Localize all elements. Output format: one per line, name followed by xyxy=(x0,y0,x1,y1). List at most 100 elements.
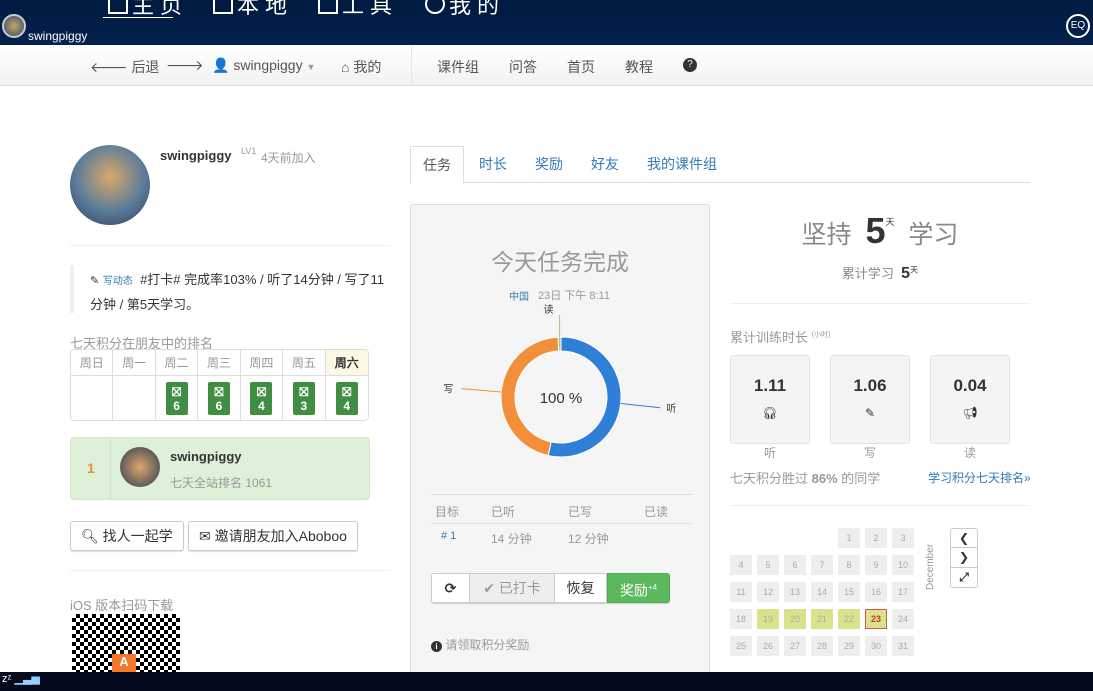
checked-in-button[interactable]: ✔ 已打卡 xyxy=(470,573,555,603)
task-button-group: ⟳ ✔ 已打卡 恢复 奖励+4 xyxy=(431,573,670,603)
top-nav-mine[interactable]: 我的 xyxy=(425,0,505,20)
write-post-link[interactable]: 写动态 xyxy=(102,276,133,287)
region: 中国 xyxy=(509,292,529,303)
weekly-rank-link[interactable]: 学习积分七天排名» xyxy=(928,471,1031,485)
completion-donut-chart: 听 写 读 100 % xyxy=(443,303,676,458)
joined-text: 4天前加入 xyxy=(261,151,316,165)
gift-badge[interactable]: ⛝ 6 xyxy=(165,382,188,415)
calendar-day[interactable]: 8 xyxy=(838,555,860,575)
calendar-day[interactable]: 26 xyxy=(757,636,779,656)
calendar-day[interactable]: 3 xyxy=(892,528,914,548)
calendar-day[interactable]: 17 xyxy=(892,582,914,602)
calendar-day[interactable]: 11 xyxy=(730,582,752,602)
gift-badge[interactable]: ⛝ 3 xyxy=(292,382,315,415)
calendar-day[interactable]: 15 xyxy=(838,582,860,602)
calendar-day[interactable]: 2 xyxy=(865,528,887,548)
sleep-icon: zᶻ xyxy=(2,673,12,685)
rank-name[interactable]: swingpiggy xyxy=(170,449,242,464)
tab-task[interactable]: 任务 xyxy=(410,146,464,184)
expand-icon: ⤢ xyxy=(959,570,969,584)
calendar-day[interactable]: 6 xyxy=(784,555,806,575)
calendar-day[interactable]: 22 xyxy=(838,609,860,629)
calendar-day[interactable]: 25 xyxy=(730,636,752,656)
expand-button[interactable]: ⤢ xyxy=(950,568,978,588)
top-nav-home[interactable]: 主页 xyxy=(108,0,188,20)
calendar-day[interactable]: 7 xyxy=(811,555,833,575)
write-stat: 1.06 ✎ 写 xyxy=(830,355,910,460)
ios-download-label: iOS 版本扫码下载 xyxy=(70,598,174,613)
calendar-day[interactable]: 14 xyxy=(811,582,833,602)
tab-friends[interactable]: 好友 xyxy=(591,156,619,172)
gift-badge[interactable]: ⛝ 4 xyxy=(335,382,358,415)
donut-center-label: 100 % xyxy=(540,390,583,407)
nav-qa[interactable]: 问答 xyxy=(509,59,537,75)
total-days: 累计学习 5天 xyxy=(841,265,919,282)
calendar-day[interactable]: 23 xyxy=(865,609,887,629)
weekday-cell: ⛝ 4 xyxy=(326,376,368,420)
profile-name[interactable]: swingpiggy xyxy=(160,148,232,163)
status-post: ✎ 写动态 #打卡# 完成率103% / 听了14分钟 / 写了11分钟 / 第… xyxy=(90,272,385,312)
user-icon: 👤 xyxy=(212,57,230,73)
calendar-day[interactable]: 5 xyxy=(757,555,779,575)
calendar-day[interactable]: 4 xyxy=(730,555,752,575)
refresh-button[interactable]: ⟳ xyxy=(431,573,470,603)
weekday-header: 周日 xyxy=(71,350,114,376)
top-nav-local[interactable]: 本地 xyxy=(213,0,293,20)
mine-link[interactable]: ⌂ 我的 xyxy=(341,59,382,75)
gift-badge[interactable]: ⛝ 6 xyxy=(207,382,230,415)
arrow-right-icon: 🡒 xyxy=(166,57,204,73)
tab-duration[interactable]: 时长 xyxy=(479,156,507,172)
prev-month-button[interactable]: ❮ xyxy=(950,528,978,548)
calendar-day[interactable]: 28 xyxy=(811,636,833,656)
weekday-cell: ⛝ 4 xyxy=(241,376,284,420)
arrow-left-icon: 🡐 xyxy=(90,59,128,75)
streak-heading: 坚持 5天 学习 xyxy=(801,210,959,251)
calendar-day[interactable]: 29 xyxy=(838,636,860,656)
calendar-day[interactable]: 27 xyxy=(784,636,806,656)
rank-card[interactable]: 1 swingpiggy 七天全站排名 1061 xyxy=(70,437,370,500)
avatar[interactable] xyxy=(2,14,26,38)
status-bar: zᶻ ▁▃▅ xyxy=(0,672,1093,691)
divider xyxy=(730,505,1030,506)
forward-button[interactable]: 🡒 xyxy=(166,57,204,74)
calendar-day[interactable]: 12 xyxy=(757,582,779,602)
nav-home[interactable]: 首页 xyxy=(567,59,595,75)
back-button[interactable]: 🡐 后退 xyxy=(90,59,160,75)
calendar-day[interactable]: 9 xyxy=(865,555,887,575)
nav-courseware-groups[interactable]: 课件组 xyxy=(437,59,479,75)
pencil-icon: ✎ xyxy=(864,406,876,420)
chevron-left-icon: ❮ xyxy=(958,531,970,545)
user-menu[interactable]: 👤 swingpiggy ▼ xyxy=(212,57,316,73)
reward-button[interactable]: 奖励+4 xyxy=(607,573,670,603)
tab-my-courseware[interactable]: 我的课件组 xyxy=(647,156,717,172)
calendar-day[interactable]: 13 xyxy=(784,582,806,602)
invite-button[interactable]: ✉ 邀请朋友加入Aboboo xyxy=(188,521,358,551)
find-partner-button[interactable]: 🔍︎ 找人一起学 xyxy=(70,521,184,551)
calendar-day[interactable]: 1 xyxy=(838,528,860,548)
next-month-button[interactable]: ❯ xyxy=(950,548,978,568)
weekday-header: 周一 xyxy=(113,350,156,376)
gift-badge[interactable]: ⛝ 4 xyxy=(250,382,273,415)
calendar-day[interactable]: 30 xyxy=(865,636,887,656)
week-table: 周日 周一 周二 周三 周四 周五 周六 ⛝ 6 ⛝ 6 ⛝ 4 ⛝ 3 ⛝ 4 xyxy=(70,349,369,421)
calendar-day[interactable]: 18 xyxy=(730,609,752,629)
question-circle-icon[interactable]: ? xyxy=(683,58,697,72)
calendar-day[interactable]: 31 xyxy=(892,636,914,656)
header-goal: 目标 xyxy=(435,505,460,519)
calendar-day[interactable]: 20 xyxy=(784,609,806,629)
dictionary-icon[interactable]: EQ xyxy=(1066,14,1090,38)
calendar-day[interactable]: 16 xyxy=(865,582,887,602)
restore-button[interactable]: 恢复 xyxy=(555,573,607,603)
nav-tutorial[interactable]: 教程 xyxy=(625,59,653,75)
calendar-day[interactable]: 24 xyxy=(892,609,914,629)
profile-avatar[interactable] xyxy=(70,145,150,225)
calendar-day[interactable]: 10 xyxy=(892,555,914,575)
bullhorn-icon: 📢︎ xyxy=(962,406,978,420)
donut-label-write: 写 xyxy=(443,384,453,396)
calendar-day[interactable]: 21 xyxy=(811,609,833,629)
task-time: 23日 下午 8:11 xyxy=(538,290,610,302)
calendar-day[interactable]: 19 xyxy=(757,609,779,629)
tab-reward[interactable]: 奖励 xyxy=(535,156,563,172)
goal-link[interactable]: # 1 xyxy=(441,530,457,542)
top-nav-tools[interactable]: 工具 xyxy=(318,0,398,20)
